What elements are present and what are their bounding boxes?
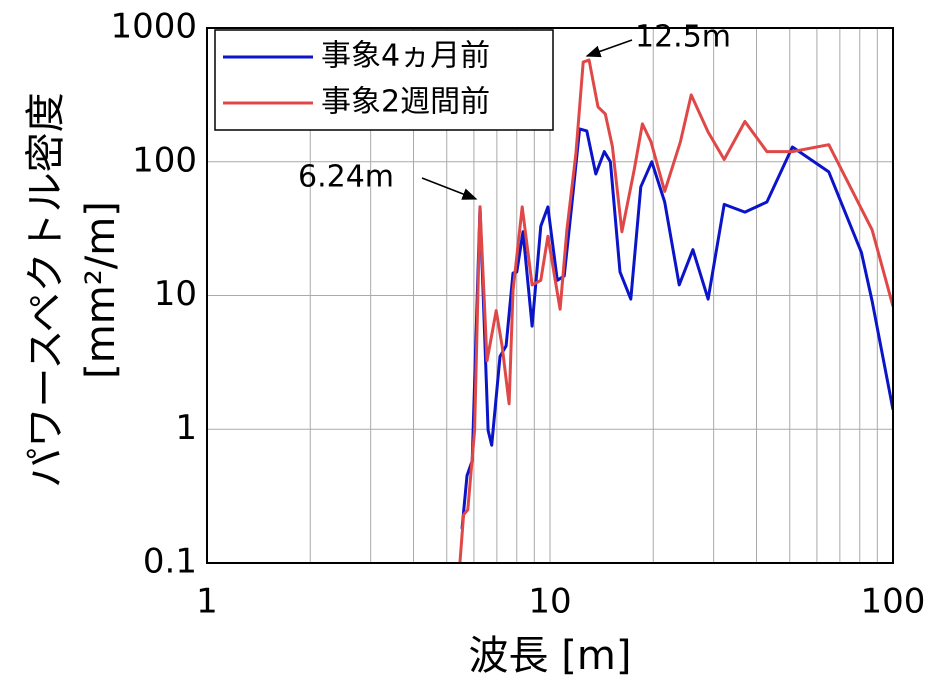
legend-box [214, 29, 554, 131]
annotation: 6.24m [298, 160, 394, 195]
y-tick-label: 1 [175, 408, 197, 448]
x-axis-label: 波長 [m] [469, 633, 632, 679]
annotation-arrow [585, 39, 633, 58]
annotation: 12.5m [635, 20, 731, 55]
x-tick-label: 100 [861, 582, 926, 622]
x-tick-label: 10 [528, 582, 571, 622]
legend-label: 事象2週間前 [321, 85, 490, 120]
legend-label: 事象4ヵ月前 [321, 39, 490, 74]
y-tick-label: 10 [154, 274, 197, 314]
plot-frame [206, 27, 894, 564]
x-tick-label: 1 [196, 582, 218, 622]
series-line [458, 58, 893, 563]
y-tick-label: 100 [132, 140, 197, 180]
y-axis-label: パワースペクトル密度 [23, 92, 69, 487]
series-line [460, 127, 893, 530]
y-tick-label: 1000 [110, 7, 197, 47]
y-axis-label: [mm²/m] [78, 201, 124, 379]
annotation-arrow [421, 177, 478, 200]
y-tick-label: 0.1 [143, 542, 197, 582]
